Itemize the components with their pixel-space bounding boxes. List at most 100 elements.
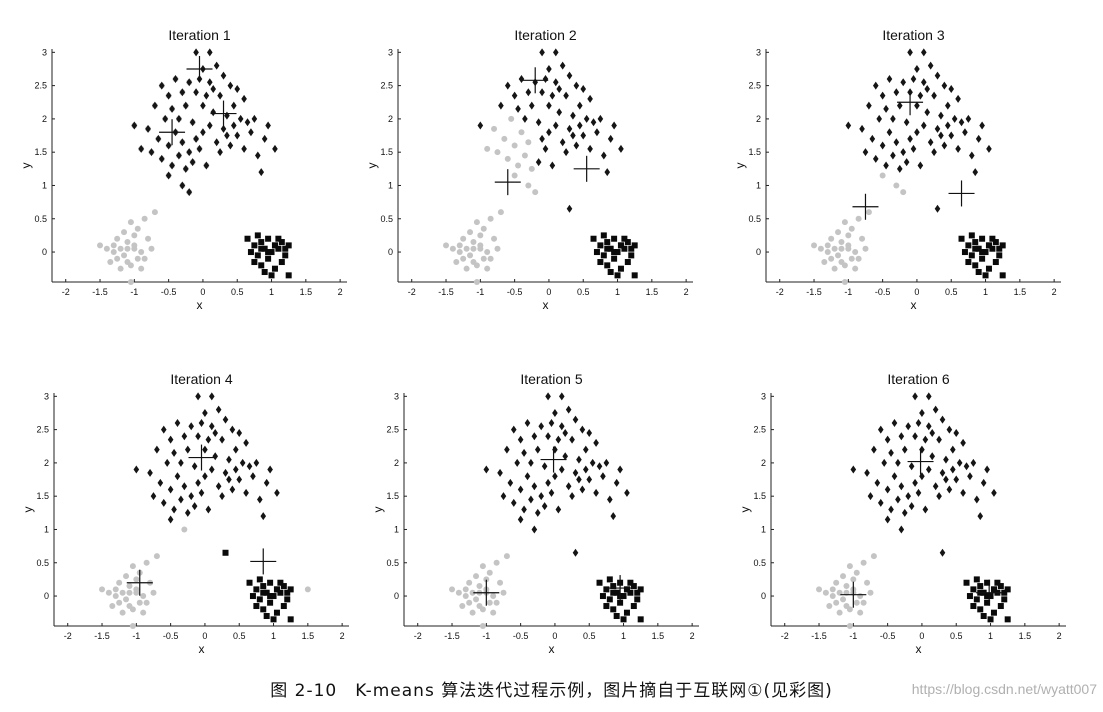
data-point [219, 492, 225, 501]
data-point [569, 435, 575, 444]
data-point [222, 468, 229, 477]
data-point [268, 272, 275, 279]
data-point [453, 259, 460, 266]
data-point [200, 101, 206, 110]
data-point [992, 259, 999, 266]
chart-panel-2: -2 -1.5 -1 -0.5 0 0.5 1 1.5 2 0 0.5 1 1.5 2 2.5 3 Iterat… [365, 27, 693, 312]
data-point [129, 623, 136, 629]
x-tick-label: 2 [338, 287, 343, 297]
data-point [950, 445, 956, 454]
data-point [583, 465, 589, 474]
data-point [946, 485, 953, 494]
data-point [246, 579, 253, 586]
data-point [237, 114, 244, 123]
data-point [956, 458, 963, 467]
data-point [962, 128, 968, 137]
x-axis-label: x [197, 298, 203, 312]
data-point [271, 265, 278, 272]
x-tick-label: -1 [482, 631, 490, 641]
data-point [579, 425, 586, 434]
data-point [566, 71, 573, 80]
data-point [467, 229, 474, 236]
x-tick-label: 1 [988, 631, 993, 641]
x-tick-label: 0.5 [583, 631, 596, 641]
data-point [243, 488, 249, 497]
data-point [607, 495, 613, 504]
data-point [258, 245, 265, 252]
data-point [117, 265, 124, 272]
data-point [872, 81, 879, 90]
data-point [628, 252, 635, 259]
data-point [549, 161, 556, 170]
y-tick-label: 2 [761, 458, 766, 468]
data-point [623, 609, 630, 616]
data-point [124, 259, 131, 266]
x-tick-label: 0.5 [950, 631, 963, 641]
data-point [891, 418, 898, 427]
data-point [891, 472, 898, 481]
data-point [979, 255, 986, 262]
data-point [859, 235, 866, 242]
chart-title: Iteration 4 [170, 371, 232, 387]
data-point [270, 616, 277, 623]
x-tick-label: -1.5 [92, 287, 108, 297]
data-point [107, 259, 114, 266]
data-point [184, 445, 191, 454]
x-tick-label: -0.5 [875, 287, 891, 297]
data-point [896, 164, 903, 173]
data-point [188, 422, 195, 431]
x-tick-label: 0 [919, 631, 924, 641]
data-point [534, 445, 541, 454]
data-point [951, 114, 958, 123]
data-point [138, 144, 144, 153]
data-point [843, 603, 850, 610]
data-point [886, 128, 893, 137]
x-tick-label: 2 [684, 287, 689, 297]
data-point [486, 569, 493, 576]
data-point [212, 452, 219, 461]
data-point [572, 415, 579, 424]
y-tick-label: 1.5 [748, 147, 761, 157]
data-point [624, 239, 631, 246]
data-point [251, 259, 258, 266]
y-tick-label: 0 [42, 247, 47, 257]
data-point [521, 448, 527, 457]
data-point [243, 438, 249, 447]
data-point [541, 502, 548, 511]
chart-title: Iteration 6 [887, 371, 949, 387]
data-point [999, 272, 1006, 279]
y-tick-label: 1 [756, 180, 761, 190]
data-point [171, 448, 177, 457]
data-point [542, 144, 549, 153]
data-point [123, 596, 130, 603]
data-point [603, 458, 610, 467]
data-point [280, 583, 287, 590]
y-tick-label: 1 [388, 180, 393, 190]
data-point [562, 452, 569, 461]
data-point [898, 432, 905, 441]
series-diamond [477, 48, 624, 213]
data-point [521, 505, 527, 514]
data-point [117, 245, 124, 252]
data-point [174, 418, 181, 427]
data-point [855, 215, 862, 222]
x-tick-label: -0.5 [161, 287, 177, 297]
data-point [548, 488, 555, 497]
data-point [215, 405, 222, 414]
data-point [517, 435, 524, 444]
data-point [227, 141, 234, 150]
data-point [531, 482, 538, 491]
data-point [1004, 586, 1011, 593]
data-point [621, 235, 628, 242]
data-point [583, 114, 590, 123]
data-point [236, 475, 243, 484]
series-diamond [845, 48, 992, 213]
data-point [522, 114, 528, 123]
data-point [459, 603, 466, 610]
data-point [925, 392, 932, 401]
data-point [600, 472, 606, 481]
data-point [244, 235, 251, 242]
data-point [518, 74, 525, 83]
data-point [129, 563, 136, 570]
data-point [915, 418, 922, 427]
